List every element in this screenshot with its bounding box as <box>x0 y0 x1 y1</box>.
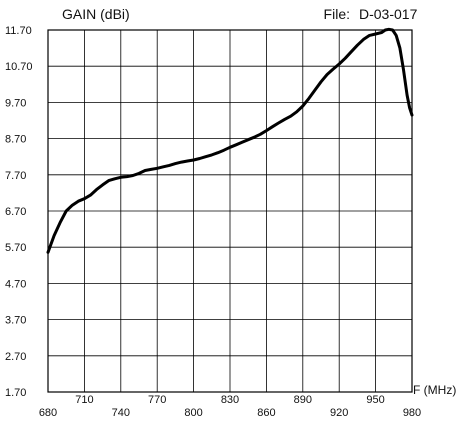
x-tick-label: 860 <box>257 407 275 419</box>
x-tick-label: 770 <box>148 394 166 406</box>
x-tick-label: 800 <box>184 407 202 419</box>
x-tick-label: 740 <box>112 407 130 419</box>
plot-frame <box>47 29 413 393</box>
x-tick-label: 890 <box>294 394 312 406</box>
file-id: D-03-017 <box>359 6 418 22</box>
y-tick-label: 8.70 <box>5 134 26 146</box>
y-tick-label: 5.70 <box>5 242 26 254</box>
grid-lines <box>48 30 412 392</box>
y-tick-label: 7.70 <box>5 170 26 182</box>
tick-labels: 11.70 10.70 9.70 8.70 7.70 6.70 5.70 4.70 3.70 2.… <box>5 25 421 419</box>
gain-curve <box>46 27 414 254</box>
y-tick-label: 1.70 <box>5 387 26 399</box>
x-tick-label: 680 <box>39 407 57 419</box>
x-tick-label: 950 <box>366 394 384 406</box>
y-tick-label: 3.70 <box>5 315 26 327</box>
file-label: File: <box>324 6 350 22</box>
y-tick-label: 4.70 <box>5 278 26 290</box>
y-tick-label: 11.70 <box>5 25 32 37</box>
y-tick-label: 6.70 <box>5 206 26 218</box>
x-tick-label: 830 <box>221 394 239 406</box>
y-tick-label: 10.70 <box>5 61 33 73</box>
x-tick-label: 980 <box>403 407 421 419</box>
x-axis-label: F (MHz) <box>413 383 456 397</box>
y-tick-label: 2.70 <box>5 351 26 363</box>
y-axis-label: GAIN (dBi) <box>62 6 130 22</box>
y-tick-label: 9.70 <box>5 97 26 109</box>
x-tick-label: 920 <box>330 407 348 419</box>
x-tick-label: 710 <box>75 394 93 406</box>
